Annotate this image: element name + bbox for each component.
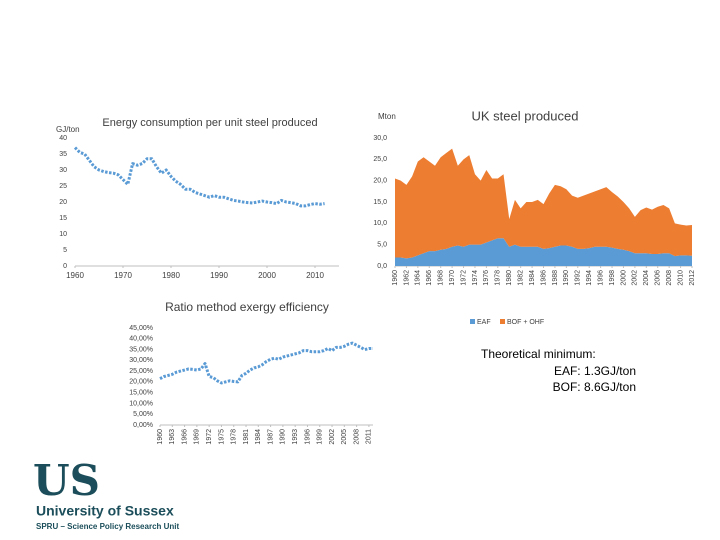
- x-tick-label: 2010: [306, 271, 324, 280]
- y-axis-label: Mton: [378, 112, 396, 121]
- x-tick-label: 2005: [341, 429, 348, 445]
- x-tick-label: 1976: [483, 270, 490, 286]
- y-tick-label: 25,00%: [129, 368, 153, 375]
- x-tick-label: 1980: [506, 270, 513, 286]
- y-tick-label: 5: [63, 247, 67, 254]
- data-line: [159, 341, 373, 385]
- x-tick-label: 2002: [632, 270, 639, 286]
- area: [395, 148, 692, 259]
- x-tick-label: 1972: [460, 270, 467, 286]
- y-tick-label: 35: [59, 151, 67, 158]
- x-tick-label: 1981: [243, 429, 250, 445]
- area: [395, 238, 692, 266]
- x-tick-label: 1990: [563, 270, 570, 286]
- x-tick-label: 1996: [597, 270, 604, 286]
- x-tick-label: 2002: [329, 429, 336, 445]
- x-tick-label: 1968: [438, 270, 445, 286]
- x-tick-label: 2011: [366, 429, 373, 444]
- y-tick-label: 30,00%: [129, 357, 153, 364]
- y-tick-label: 0,00%: [133, 422, 153, 429]
- x-tick-label: 1999: [317, 429, 324, 445]
- y-tick-label: 15,0: [373, 199, 387, 206]
- x-tick-label: 1963: [169, 429, 176, 445]
- x-tick-label: 1969: [194, 429, 201, 445]
- x-tick-label: 2000: [258, 271, 276, 280]
- x-tick-label: 1994: [586, 270, 593, 286]
- x-tick-label: 1990: [210, 271, 228, 280]
- y-tick-label: 25,0: [373, 156, 387, 163]
- x-tick-label: 1978: [495, 270, 502, 286]
- x-tick-label: 1982: [517, 270, 524, 286]
- x-tick-label: 1960: [157, 429, 164, 445]
- x-tick-label: 1970: [449, 270, 456, 286]
- y-tick-label: 15,00%: [129, 390, 153, 397]
- legend-swatch: [500, 319, 505, 324]
- x-tick-label: 1960: [66, 271, 84, 280]
- y-tick-label: 5,00%: [133, 411, 153, 418]
- x-tick-label: 1993: [292, 429, 299, 445]
- x-tick-label: 1992: [575, 270, 582, 286]
- y-tick-label: 0,0: [377, 263, 387, 270]
- y-tick-label: 40: [59, 135, 67, 142]
- y-tick-label: 10: [59, 231, 67, 238]
- x-tick-label: 1966: [181, 429, 188, 445]
- note-line: BOF: 8.6GJ/ton: [553, 380, 636, 394]
- x-tick-label: 1972: [206, 429, 213, 445]
- y-tick-label: 5,0: [377, 242, 387, 249]
- x-tick-label: 1978: [231, 429, 238, 445]
- y-tick-label: 20,0: [373, 178, 387, 185]
- x-tick-label: 1970: [114, 271, 132, 280]
- y-tick-label: 15: [59, 215, 67, 222]
- chart-title: UK steel produced: [472, 108, 579, 123]
- x-tick-label: 2010: [677, 270, 684, 286]
- x-tick-label: 2008: [666, 270, 673, 286]
- x-tick-label: 1998: [609, 270, 616, 286]
- data-line: [73, 146, 325, 208]
- y-tick-label: 45,00%: [129, 325, 153, 332]
- x-tick-label: 1964: [415, 270, 422, 286]
- x-tick-label: 1974: [472, 270, 479, 286]
- x-tick-label: 1987: [267, 429, 274, 445]
- x-tick-label: 1996: [304, 429, 311, 445]
- y-tick-label: 30,0: [373, 135, 387, 142]
- x-tick-label: 2008: [353, 429, 360, 445]
- y-tick-label: 40,00%: [129, 336, 153, 343]
- logo-unit: SPRU – Science Policy Research Unit: [36, 522, 180, 531]
- legend-swatch: [470, 319, 475, 324]
- chart-title: Energy consumption per unit steel produc…: [102, 117, 317, 129]
- logo-mark: US: [33, 456, 100, 505]
- legend-label: BOF + OHF: [507, 319, 544, 326]
- y-tick-label: 20: [59, 199, 67, 206]
- x-tick-label: 1986: [540, 270, 547, 286]
- x-tick-label: 1962: [403, 270, 410, 286]
- x-tick-label: 1975: [218, 429, 225, 445]
- x-tick-label: 2004: [643, 270, 650, 286]
- x-tick-label: 2006: [655, 270, 662, 286]
- x-tick-label: 2000: [620, 270, 627, 286]
- y-tick-label: 0: [63, 263, 67, 270]
- y-tick-label: 10,00%: [129, 400, 153, 407]
- x-tick-label: 1984: [529, 270, 536, 286]
- x-tick-label: 1980: [162, 271, 180, 280]
- y-tick-label: 30: [59, 167, 67, 174]
- y-tick-label: 25: [59, 183, 67, 190]
- x-tick-label: 1984: [255, 429, 262, 445]
- y-axis-label: GJ/ton: [56, 125, 80, 134]
- x-tick-label: 1966: [426, 270, 433, 286]
- y-tick-label: 35,00%: [129, 346, 153, 353]
- x-tick-label: 1988: [552, 270, 559, 286]
- x-tick-label: 2012: [689, 270, 696, 286]
- y-tick-label: 20,00%: [129, 379, 153, 386]
- legend-label: EAF: [477, 319, 491, 326]
- logo-name: University of Sussex: [36, 503, 174, 519]
- y-tick-label: 10,0: [373, 220, 387, 227]
- x-tick-label: 1990: [280, 429, 287, 445]
- note-line: EAF: 1.3GJ/ton: [554, 364, 636, 378]
- note-line: Theoretical minimum:: [481, 347, 596, 361]
- chart-title: Ratio method exergy efficiency: [165, 300, 329, 314]
- x-tick-label: 1960: [392, 270, 399, 286]
